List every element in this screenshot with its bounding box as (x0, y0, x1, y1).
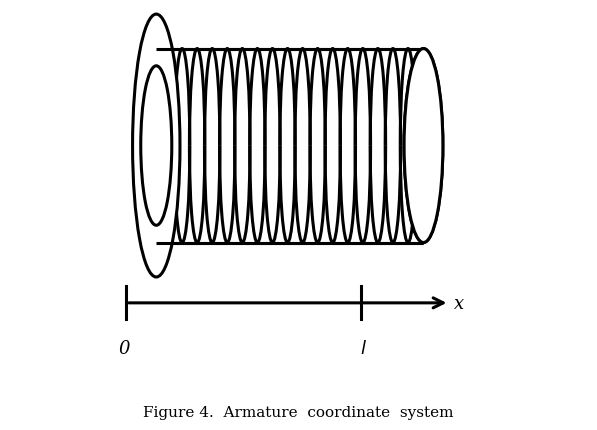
Text: x: x (454, 294, 464, 312)
Ellipse shape (133, 15, 180, 277)
Ellipse shape (141, 67, 172, 226)
Ellipse shape (404, 49, 443, 243)
Text: 0: 0 (118, 339, 130, 357)
Text: Figure 4.  Armature  coordinate  system: Figure 4. Armature coordinate system (143, 405, 454, 419)
Bar (83, 49, 156, 243)
Ellipse shape (404, 49, 443, 243)
Text: $l$: $l$ (359, 339, 367, 357)
